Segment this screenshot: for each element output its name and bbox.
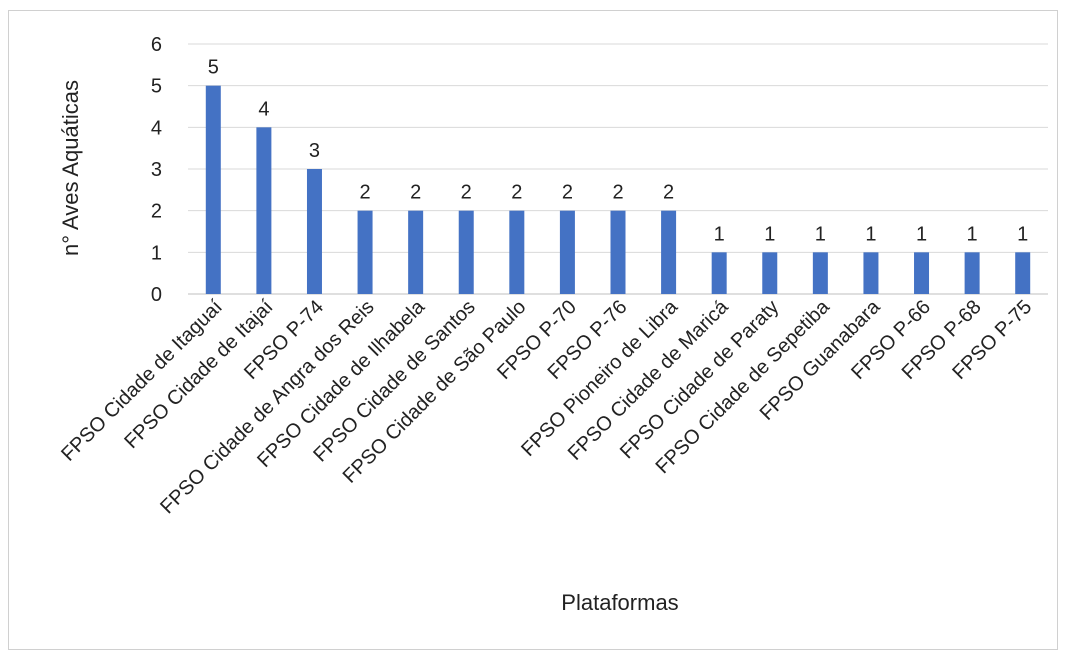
data-label: 1 bbox=[916, 223, 927, 245]
data-label: 1 bbox=[815, 223, 826, 245]
y-tick-label: 6 bbox=[151, 34, 162, 56]
bar bbox=[559, 210, 575, 294]
data-label: 1 bbox=[764, 223, 775, 245]
bar bbox=[408, 210, 424, 294]
data-label: 2 bbox=[461, 182, 472, 204]
y-axis-title: n° Aves Aquáticas bbox=[58, 80, 83, 256]
data-label: 2 bbox=[612, 182, 623, 204]
bar bbox=[914, 252, 930, 294]
bar bbox=[812, 252, 828, 294]
data-label: 5 bbox=[208, 57, 219, 79]
y-tick-label: 2 bbox=[151, 201, 162, 223]
bar bbox=[610, 210, 626, 294]
data-label: 3 bbox=[309, 140, 320, 162]
data-label: 1 bbox=[714, 223, 725, 245]
data-label: 2 bbox=[663, 182, 674, 204]
data-labels: 5 4 3 2 2 2 2 2 2 2 1 1 1 1 1 1 1 bbox=[208, 57, 1029, 246]
data-label: 4 bbox=[258, 98, 269, 120]
bar bbox=[357, 210, 373, 294]
chart-frame bbox=[8, 10, 1058, 650]
bar bbox=[661, 210, 677, 294]
bar bbox=[762, 252, 778, 294]
bar bbox=[509, 210, 525, 294]
y-tick-label: 0 bbox=[151, 284, 162, 306]
bars bbox=[205, 85, 1031, 295]
data-label: 2 bbox=[511, 182, 522, 204]
bar bbox=[256, 127, 272, 294]
y-tick-label: 5 bbox=[151, 76, 162, 98]
data-label: 1 bbox=[865, 223, 876, 245]
bar bbox=[1015, 252, 1031, 294]
x-axis-title: Plataformas bbox=[561, 590, 678, 615]
data-label: 2 bbox=[562, 182, 573, 204]
y-tick-label: 4 bbox=[151, 117, 162, 139]
bar bbox=[306, 169, 322, 294]
bar bbox=[964, 252, 980, 294]
bar bbox=[205, 85, 221, 295]
data-label: 2 bbox=[410, 182, 421, 204]
data-label: 2 bbox=[359, 182, 370, 204]
bar bbox=[863, 252, 879, 294]
data-label: 1 bbox=[967, 223, 978, 245]
bar bbox=[458, 210, 474, 294]
bar bbox=[711, 252, 727, 294]
data-label: 1 bbox=[1017, 223, 1028, 245]
gridlines bbox=[188, 43, 1048, 295]
y-tick-label: 1 bbox=[151, 242, 162, 264]
y-axis-ticks: 0 1 2 3 4 5 6 bbox=[151, 34, 162, 306]
y-tick-label: 3 bbox=[151, 159, 162, 181]
